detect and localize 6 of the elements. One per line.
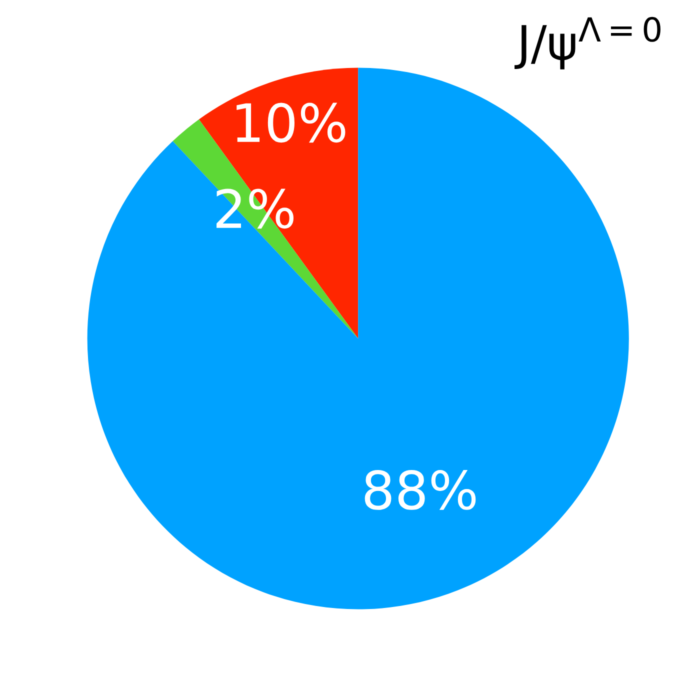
- data-label: 10%: [236, 102, 346, 143]
- data-label: 88%: [364, 470, 476, 510]
- pie-slice: [198, 68, 358, 338]
- chart-title: J/ψ$^{Λ=0}$: [514, 16, 660, 70]
- data-label: 2%: [216, 188, 294, 229]
- pie-slice: [87, 68, 629, 610]
